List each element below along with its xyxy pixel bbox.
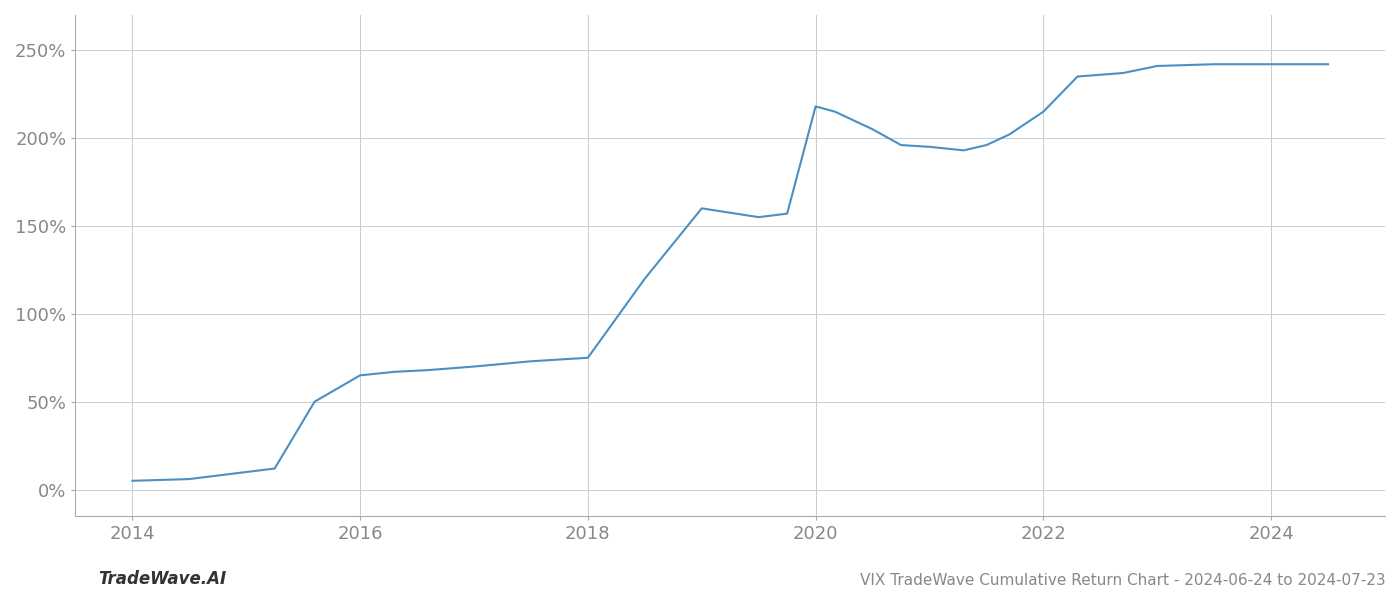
Text: VIX TradeWave Cumulative Return Chart - 2024-06-24 to 2024-07-23: VIX TradeWave Cumulative Return Chart - … — [861, 573, 1386, 588]
Text: TradeWave.AI: TradeWave.AI — [98, 570, 227, 588]
